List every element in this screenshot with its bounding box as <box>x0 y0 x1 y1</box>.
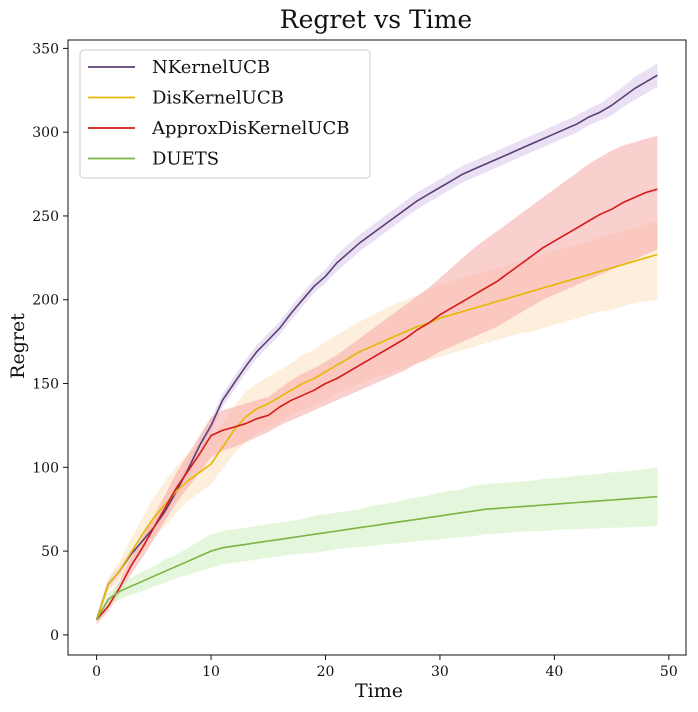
series-lines <box>95 74 658 621</box>
diskernelucb-line <box>95 253 658 621</box>
x-tick-label: 20 <box>317 664 335 680</box>
y-tick-label: 100 <box>32 460 59 476</box>
y-axis-label: Regret <box>7 313 29 379</box>
x-axis-label: Time <box>355 680 403 702</box>
diskernelucb-confidence-band <box>96 221 658 622</box>
legend-label-duets: DUETS <box>152 149 219 170</box>
nkernelucb-confidence-band <box>96 63 658 624</box>
y-axis: 0 50 100 150 200 250 300 350 <box>32 41 68 644</box>
approxdiskernelucb-line <box>95 188 658 621</box>
legend-box <box>79 49 371 179</box>
x-tick-label: 40 <box>545 664 563 680</box>
x-axis: 0 10 20 30 40 50 <box>92 655 678 680</box>
y-tick-label: 200 <box>32 293 59 309</box>
duets-line <box>95 495 658 621</box>
legend: NKernelUCB DisKernelUCB ApproxDisKernelUCB… <box>79 49 371 179</box>
y-tick-label: 250 <box>32 209 59 225</box>
legend-label-diskernelucb: DisKernelUCB <box>152 88 284 109</box>
y-tick-label: 150 <box>32 377 59 393</box>
y-tick-label: 50 <box>41 544 59 560</box>
chart-title: Regret vs Time <box>280 5 472 34</box>
x-tick-label: 50 <box>660 664 678 680</box>
legend-label-nkernelucb: NKernelUCB <box>152 57 270 78</box>
y-tick-label: 300 <box>32 125 59 141</box>
approxdiskernelucb-confidence-band <box>96 135 658 625</box>
x-tick-label: 0 <box>92 664 101 680</box>
y-tick-label: 0 <box>50 628 59 644</box>
x-tick-label: 10 <box>202 664 220 680</box>
x-tick-label: 30 <box>431 664 449 680</box>
y-tick-label: 350 <box>32 41 59 57</box>
legend-label-approxdiskernelucb: ApproxDisKernelUCB <box>151 118 349 139</box>
nkernelucb-line <box>95 74 658 621</box>
plot-area <box>95 63 658 625</box>
plot-frame <box>67 39 687 656</box>
